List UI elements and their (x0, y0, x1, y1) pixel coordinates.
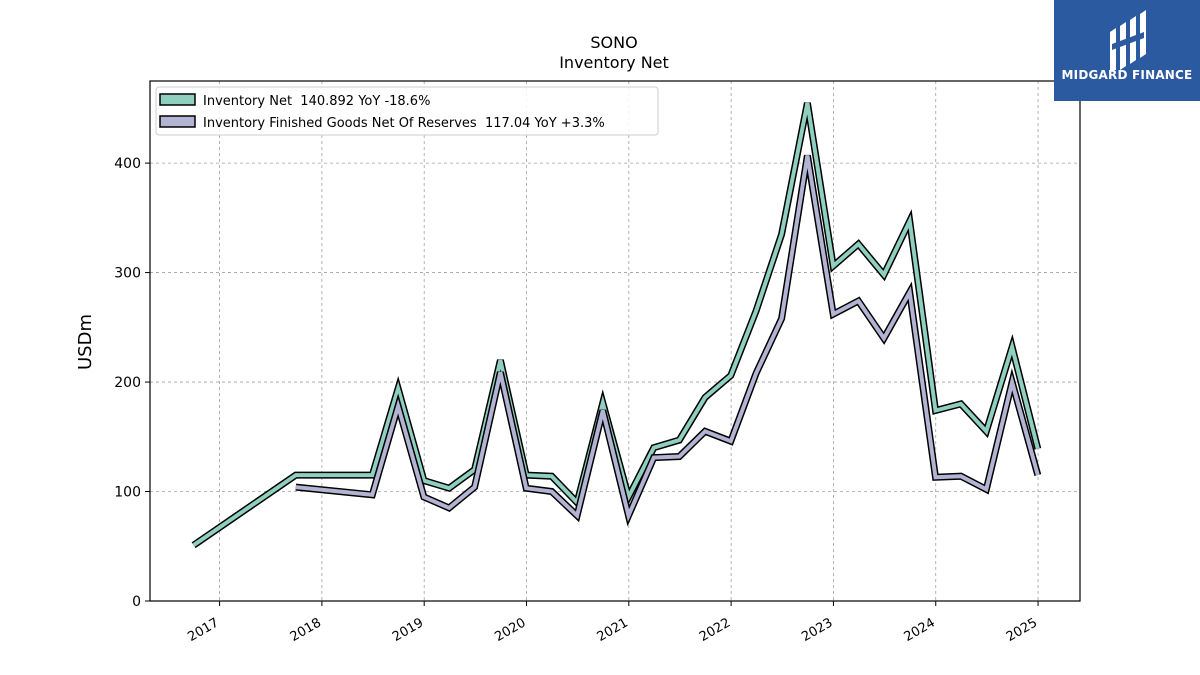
x-tick-label: 2023 (799, 615, 835, 645)
axis-ticks: 0 100 200 300 400 2017 2018 2019 2020 2021 2022 202… (114, 156, 1040, 645)
series-line-finished-goods (295, 155, 1040, 522)
legend-label-finished-goods: Inventory Finished Goods Net Of Reserves… (203, 116, 605, 131)
y-axis-label: USDm (75, 314, 96, 370)
chart-title: SONO (590, 33, 637, 52)
x-tick-label: 2017 (185, 615, 221, 645)
x-tick-label: 2024 (902, 615, 938, 645)
legend-swatch-inventory-net (159, 93, 196, 106)
x-tick-label: 2020 (492, 615, 528, 645)
series-line-inventory-net (192, 102, 1040, 547)
legend: Inventory Net 140.892 YoY -18.6% Invento… (155, 86, 659, 136)
y-tick-label: 300 (114, 266, 141, 282)
logo-mark-icon (1110, 10, 1146, 70)
legend-swatch-finished-goods (159, 115, 196, 128)
grid-lines (150, 81, 1080, 601)
y-tick-label: 400 (114, 156, 141, 172)
x-tick-label: 2022 (697, 615, 733, 645)
y-tick-label: 0 (132, 594, 141, 610)
legend-box (155, 86, 659, 136)
brand-name: MIDGARD FINANCE (1061, 68, 1193, 82)
y-tick-label: 200 (114, 375, 141, 391)
series-lines (191, 102, 1042, 549)
y-tick-label: 100 (114, 485, 141, 501)
legend-label-inventory-net: Inventory Net 140.892 YoY -18.6% (203, 94, 430, 109)
x-tick-label: 2025 (1004, 615, 1040, 645)
x-tick-label: 2018 (288, 615, 324, 645)
x-tick-label: 2021 (595, 615, 631, 645)
x-tick-label: 2019 (390, 615, 426, 645)
midgard-finance-logo: MIDGARD FINANCE (1054, 0, 1200, 101)
plot-frame (149, 80, 1081, 602)
chart-subtitle: Inventory Net (559, 53, 669, 72)
